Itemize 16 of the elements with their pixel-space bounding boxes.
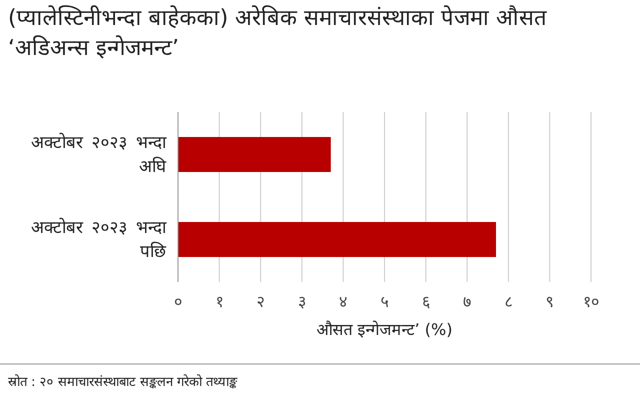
text: स्रोत : २० समाचारसंस्थाबाट सङ्कलन गरेको तथ्याङ्क: [8, 373, 238, 390]
x-axis-title: औसत इन्गेजमन्ट’ (%): [316, 319, 454, 340]
y-tick-label: अक्टोबर २०२३ भन्दा अघि: [30, 132, 166, 178]
x-tick-label: ८: [503, 291, 514, 312]
x-tick-label: २: [256, 291, 266, 312]
x-tick-label: ६: [420, 291, 431, 312]
x-tick-label: ४: [338, 291, 348, 312]
x-tick-label: ३: [296, 291, 307, 312]
x-tick-label: ५: [380, 291, 390, 312]
x-tick-label: ७: [462, 291, 472, 312]
x-tick-label: ०: [173, 291, 183, 312]
x-tick-label: ९: [544, 291, 555, 312]
x-tick-label: १०: [582, 291, 600, 312]
y-tick-label: अक्टोबर २०२३ भन्दा पछि: [30, 216, 166, 264]
chart-title: (प्यालेस्टिनीभन्दा बाहेकका) अरेबिक समाचारसंस्थाका पेजमा औसत ‘अडिअन्स इन्गेजमन्ट’: [8, 4, 548, 63]
x-tick-label: १: [214, 291, 224, 312]
